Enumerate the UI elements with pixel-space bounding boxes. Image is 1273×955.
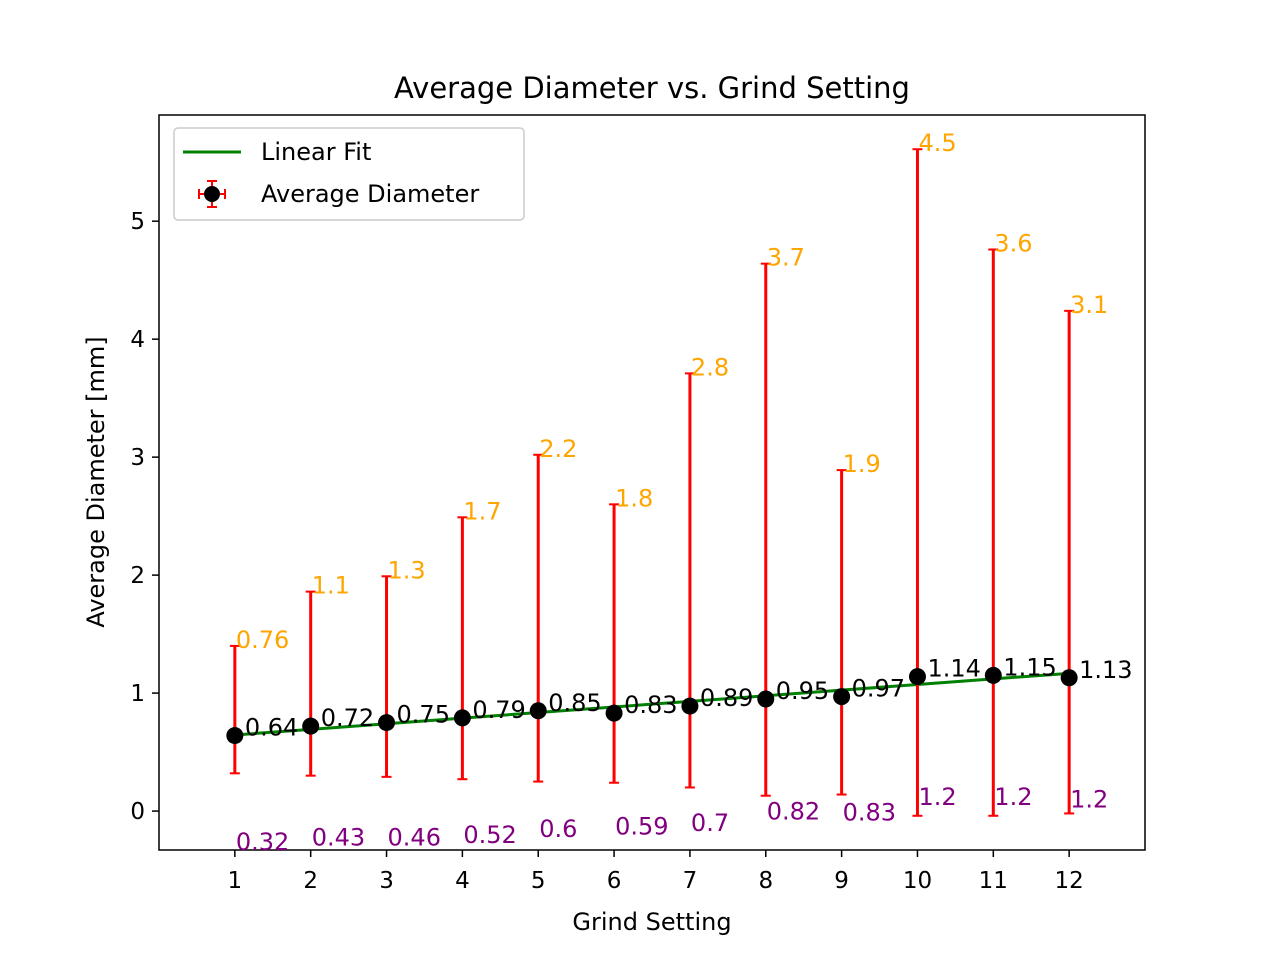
x-tick-label: 7 (683, 868, 698, 894)
upper-bound-label: 4.5 (918, 129, 956, 157)
data-point (302, 717, 320, 735)
upper-bound-label: 1.8 (615, 484, 653, 512)
data-label: 1.14 (927, 655, 980, 683)
plot-content: 0.64 0.76 0.32 0.72 1.1 0.43 0.75 1.3 0.46 0.79 1.… (226, 129, 1133, 856)
lower-bound-label: 0.32 (236, 828, 289, 856)
lower-bound-label: 0.46 (388, 823, 441, 851)
data-point (605, 704, 623, 722)
y-tick-label: 5 (130, 209, 145, 235)
y-tick-label: 0 (130, 799, 145, 825)
upper-bound-label: 0.76 (236, 626, 289, 654)
x-axis-label: Grind Setting (572, 908, 731, 936)
y-axis-label: Average Diameter [mm] (82, 336, 110, 627)
upper-bound-label: 3.1 (1070, 291, 1108, 319)
upper-bound-label: 3.7 (767, 244, 805, 272)
y-tick-label: 4 (130, 327, 145, 353)
x-tick-label: 9 (834, 868, 849, 894)
y-tick-label: 3 (130, 445, 145, 471)
upper-bound-label: 1.9 (843, 450, 881, 478)
x-tick-label: 8 (758, 868, 773, 894)
data-label: 0.72 (321, 704, 374, 732)
lower-bound-label: 1.2 (1070, 786, 1108, 814)
data-point (681, 697, 699, 715)
upper-bound-label: 2.2 (539, 435, 577, 463)
upper-bound-label: 3.6 (994, 229, 1032, 257)
lower-bound-label: 0.83 (843, 799, 896, 827)
data-label: 1.13 (1079, 656, 1132, 684)
data-label: 1.15 (1003, 653, 1056, 681)
upper-bound-label: 1.1 (312, 572, 350, 600)
x-tick-label: 1 (228, 868, 243, 894)
data-point (529, 702, 547, 720)
linear-fit-line (234, 671, 1070, 737)
data-label: 0.75 (397, 701, 450, 729)
data-point (908, 668, 926, 686)
data-point (453, 709, 471, 727)
legend: Linear Fit Average Diameter (173, 127, 525, 221)
plot-area-frame (158, 114, 1146, 851)
data-label: 0.64 (245, 714, 298, 742)
x-tick-label: 10 (903, 868, 932, 894)
legend-box (173, 127, 525, 221)
data-point (757, 690, 775, 708)
x-tick-label: 2 (303, 868, 318, 894)
legend-label-average-diameter: Average Diameter (261, 180, 479, 208)
data-point (984, 666, 1002, 684)
x-tick-label: 5 (531, 868, 546, 894)
x-tick-label: 3 (379, 868, 394, 894)
data-point (226, 727, 244, 745)
legend-swatch-average-diameter (198, 180, 226, 208)
data-label: 0.83 (624, 691, 677, 719)
upper-bound-label: 1.7 (463, 497, 501, 525)
x-tick-label: 12 (1055, 868, 1084, 894)
data-point (833, 688, 851, 706)
chart-title: Average Diameter vs. Grind Setting (394, 71, 910, 105)
lower-bound-label: 0.59 (615, 813, 668, 841)
data-label: 0.85 (548, 689, 601, 717)
lower-bound-label: 0.7 (691, 809, 729, 837)
lower-bound-label: 0.52 (463, 821, 516, 849)
data-point (1060, 669, 1078, 687)
y-tick-label: 1 (130, 681, 145, 707)
data-label: 0.79 (472, 696, 525, 724)
upper-bound-label: 1.3 (388, 556, 426, 584)
lower-bound-label: 0.82 (767, 797, 820, 825)
data-point (378, 714, 396, 732)
lower-bound-label: 1.2 (994, 783, 1032, 811)
data-label: 0.89 (700, 684, 753, 712)
x-tick-label: 6 (607, 868, 622, 894)
data-label: 0.97 (852, 675, 905, 703)
x-tick-label: 4 (455, 868, 470, 894)
lower-bound-label: 1.2 (918, 783, 956, 811)
lower-bound-label: 0.43 (312, 823, 365, 851)
x-axis: 1 2 3 4 5 6 7 8 9 10 11 12 (228, 850, 1084, 894)
legend-label-linear-fit: Linear Fit (261, 138, 371, 166)
upper-bound-label: 2.8 (691, 353, 729, 381)
data-label: 0.95 (776, 677, 829, 705)
lower-bound-label: 0.6 (539, 815, 577, 843)
x-tick-label: 11 (979, 868, 1008, 894)
y-axis: 0 1 2 3 4 5 (130, 209, 159, 825)
y-tick-label: 2 (130, 563, 145, 589)
